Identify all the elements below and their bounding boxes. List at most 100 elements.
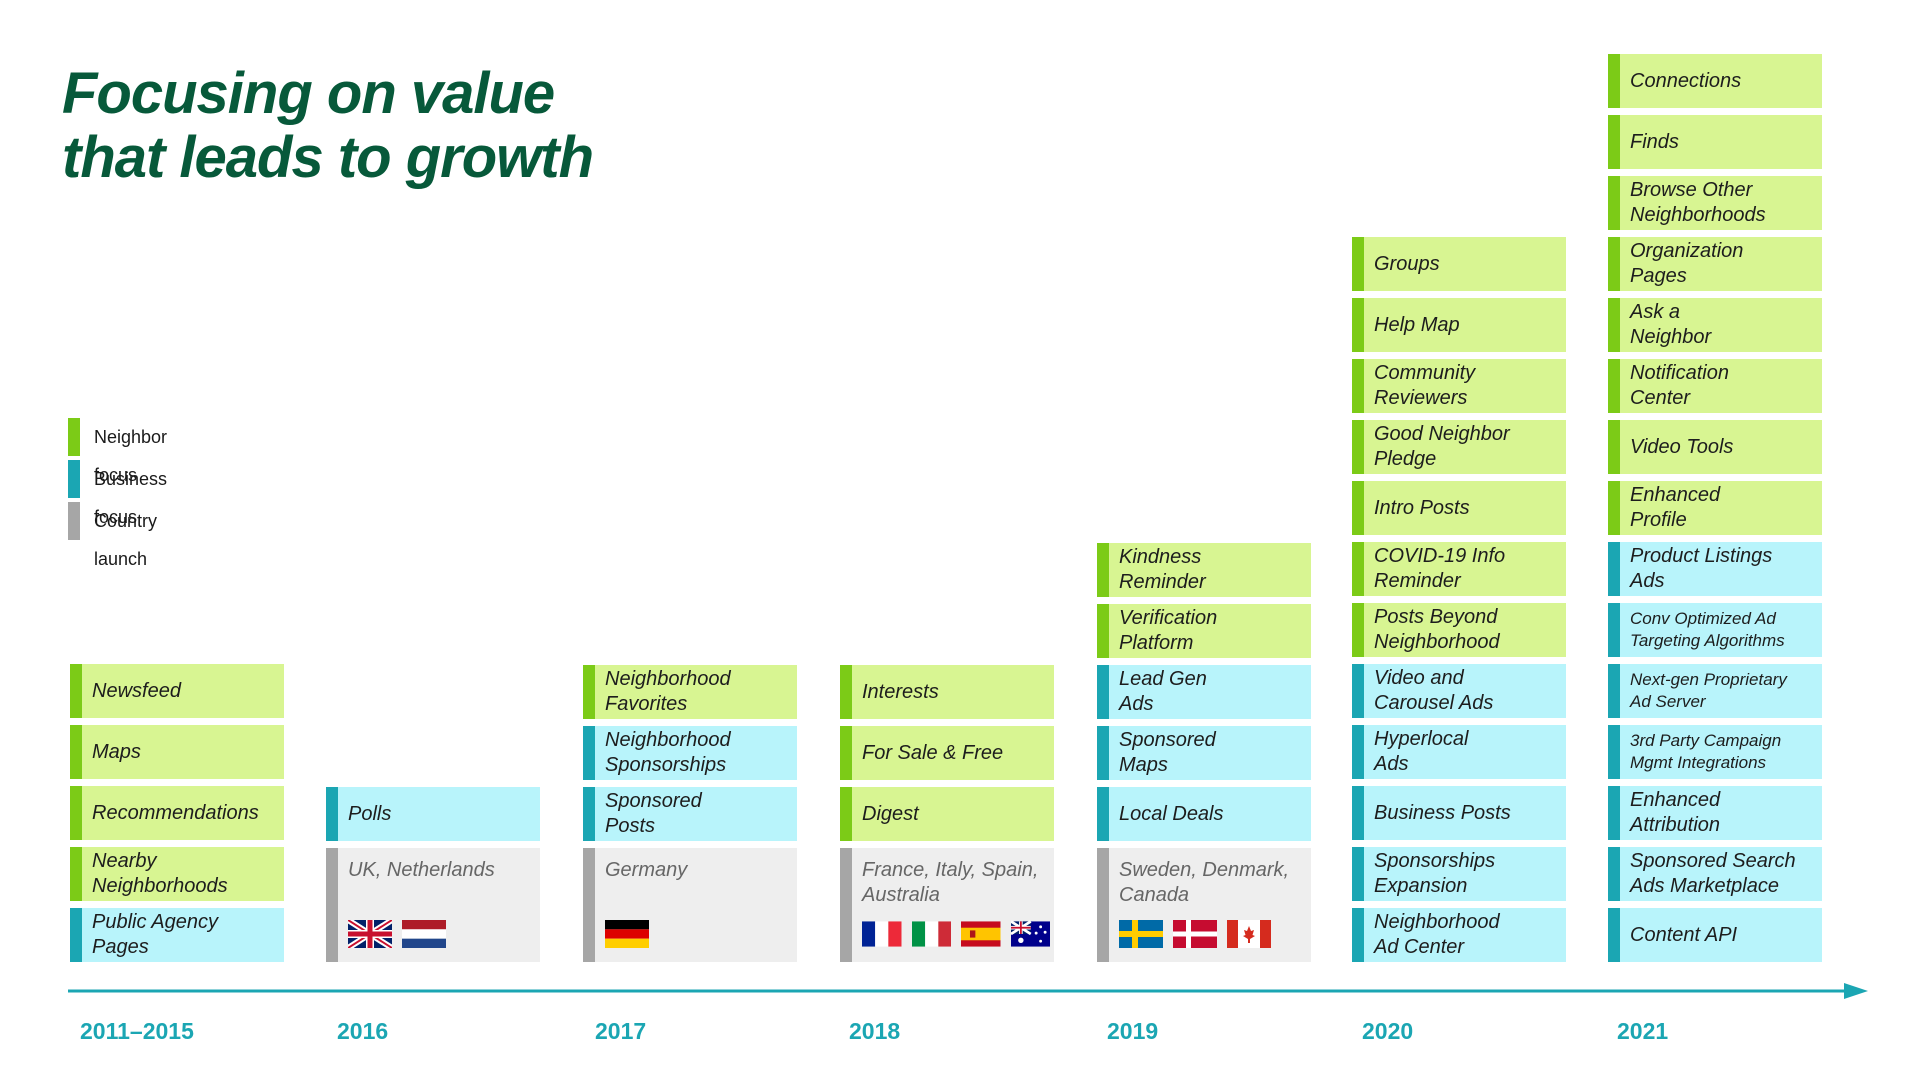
feature-card-label: Finds	[1630, 130, 1679, 153]
feature-card-label: Ads	[1374, 753, 1409, 775]
feature-card-label: Conv Optimized Ad	[1630, 609, 1776, 628]
feature-card-label: Neighborhood	[605, 729, 731, 751]
feature-card-label: Ads Marketplace	[1630, 875, 1779, 897]
feature-card-label: Posts	[605, 815, 656, 837]
feature-card-digest: Digest	[840, 787, 1054, 841]
country-launch-card: Sweden, Denmark, Canada	[1097, 848, 1311, 962]
country-name-line: France, Italy, Spain,	[862, 859, 1039, 881]
feature-card-label: Business Posts	[1374, 801, 1511, 824]
feature-card-sponsored-search-ads-marketplace: Sponsored Search Ads Marketplace	[1608, 847, 1822, 901]
country-name-line: Canada	[1119, 884, 1190, 906]
feature-card-label: Product Listings	[1630, 545, 1773, 567]
country-launch-card: Germany	[583, 848, 797, 962]
country-launch-names: France, Italy, Spain, Australia	[862, 858, 1048, 908]
feature-card-neighborhood-favorites: Neighborhood Favorites	[583, 665, 797, 719]
feature-card-label: Expansion	[1374, 875, 1468, 897]
feature-card-label: Sponsored Search	[1630, 850, 1796, 872]
feature-card-label: Sponsored	[1119, 729, 1216, 751]
feature-card-sponsored-posts: Sponsored Posts	[583, 787, 797, 841]
feature-card-label: Sponsorships	[1374, 850, 1496, 872]
feature-card-polls: Polls	[326, 787, 540, 841]
feature-card-label: Groups	[1374, 252, 1440, 275]
country-flags	[1119, 920, 1307, 948]
feature-card-label: Recommendations	[92, 801, 259, 824]
year-label: 2011–2015	[80, 1018, 194, 1044]
feature-card-label: Video and	[1374, 667, 1464, 689]
feature-card-enhanced-attribution: Enhanced Attribution	[1608, 786, 1822, 840]
feature-card-community-reviewers: Community Reviewers	[1352, 359, 1566, 413]
feature-card-label: Ad Server	[1630, 692, 1706, 711]
feature-card-label: Notification	[1630, 362, 1729, 384]
legend-swatch-business	[68, 460, 80, 498]
feature-card-kindness-reminder: Kindness Reminder	[1097, 543, 1311, 597]
feature-card-label: Pages	[1630, 265, 1687, 287]
feature-card-label: Nearby	[92, 850, 157, 872]
uk-flag	[348, 920, 392, 948]
country-launch-names: UK, Netherlands	[348, 858, 534, 883]
feature-card-label: Video Tools	[1630, 435, 1734, 458]
country-name-line: Sweden, Denmark,	[1119, 859, 1290, 881]
feature-card-label: Connections	[1630, 69, 1742, 92]
year-label: 2018	[849, 1018, 901, 1044]
feature-card-covid-19-info-reminder: COVID-19 Info Reminder	[1352, 542, 1566, 596]
france-flag	[862, 921, 902, 947]
feature-card-neighborhood-sponsorships: Neighborhood Sponsorships	[583, 726, 797, 780]
feature-card-label: Platform	[1119, 632, 1194, 654]
title-line-1: Focusing on value	[62, 61, 555, 126]
feature-card-enhanced-profile: Enhanced Profile	[1608, 481, 1822, 535]
feature-card-maps: Maps	[70, 725, 284, 779]
feature-card-label: Center	[1630, 387, 1691, 409]
year-label: 2020	[1362, 1018, 1414, 1044]
denmark-flag	[1173, 920, 1217, 948]
feature-card-label: Lead Gen	[1119, 668, 1207, 690]
year-label: 2019	[1107, 1018, 1159, 1044]
germany-flag	[605, 920, 649, 948]
page-title: Focusing on value that leads to growth	[62, 61, 594, 190]
feature-card-label: Browse Other	[1630, 179, 1753, 201]
feature-card-label: Enhanced	[1630, 789, 1721, 811]
feature-card-label: Neighborhood	[605, 668, 731, 690]
feature-card-video-tools: Video Tools	[1608, 420, 1822, 474]
feature-card-for-sale-free: For Sale & Free	[840, 726, 1054, 780]
feature-card-groups: Groups	[1352, 237, 1566, 291]
feature-card-label: Ad Center	[1374, 936, 1465, 958]
netherlands-flag	[402, 920, 446, 948]
feature-card-label: Mgmt Integrations	[1630, 753, 1767, 772]
feature-card-label: Public Agency	[92, 911, 218, 933]
feature-card-nearby-neighborhoods: Nearby Neighborhoods	[70, 847, 284, 901]
feature-card-label: Maps	[92, 740, 141, 763]
country-launch-names: Germany	[605, 858, 791, 883]
italy-flag	[911, 921, 951, 947]
feature-card-good-neighbor-pledge: Good Neighbor Pledge	[1352, 420, 1566, 474]
canada-flag	[1227, 920, 1271, 948]
feature-card-label: Pledge	[1374, 448, 1437, 470]
feature-card-label: COVID-19 Info	[1374, 545, 1506, 567]
feature-card-label: Pages	[92, 936, 149, 958]
feature-card-newsfeed: Newsfeed	[70, 664, 284, 718]
feature-card-video-and-carousel-ads: Video and Carousel Ads	[1352, 664, 1566, 718]
feature-card-local-deals: Local Deals	[1097, 787, 1311, 841]
legend-swatch-neighbor	[68, 418, 80, 456]
legend-label-business: Business focus	[94, 469, 168, 527]
feature-card-conv-optimized-ad-targeting-algorithms: Conv Optimized Ad Targeting Algorithms	[1608, 603, 1822, 657]
feature-card-label: Next-gen Proprietary	[1630, 670, 1787, 689]
feature-card-label: Ads	[1630, 570, 1665, 592]
feature-card-label: Organization	[1630, 240, 1744, 262]
feature-card-label: Hyperlocal	[1374, 728, 1469, 750]
feature-card-help-map: Help Map	[1352, 298, 1566, 352]
country-name-line: Australia	[862, 884, 940, 906]
feature-card-public-agency-pages: Public Agency Pages	[70, 908, 284, 962]
year-label: 2017	[595, 1018, 647, 1044]
feature-card-hyperlocal-ads: Hyperlocal Ads	[1352, 725, 1566, 779]
feature-card-connections: Connections	[1608, 54, 1822, 108]
feature-card-browse-other-neighborhoods: Browse Other Neighborhoods	[1608, 176, 1822, 230]
feature-card-label: Reviewers	[1374, 387, 1468, 409]
feature-card-finds: Finds	[1608, 115, 1822, 169]
feature-card-interests: Interests	[840, 665, 1054, 719]
feature-card-label: Kindness	[1119, 546, 1202, 568]
feature-card-label: Local Deals	[1119, 802, 1224, 825]
legend-label-country: Country launch	[94, 511, 158, 569]
feature-card-label: Posts Beyond	[1374, 606, 1498, 628]
country-launch-card: UK, Netherlands	[326, 848, 540, 962]
feature-card-label: Neighborhoods	[1630, 204, 1766, 226]
